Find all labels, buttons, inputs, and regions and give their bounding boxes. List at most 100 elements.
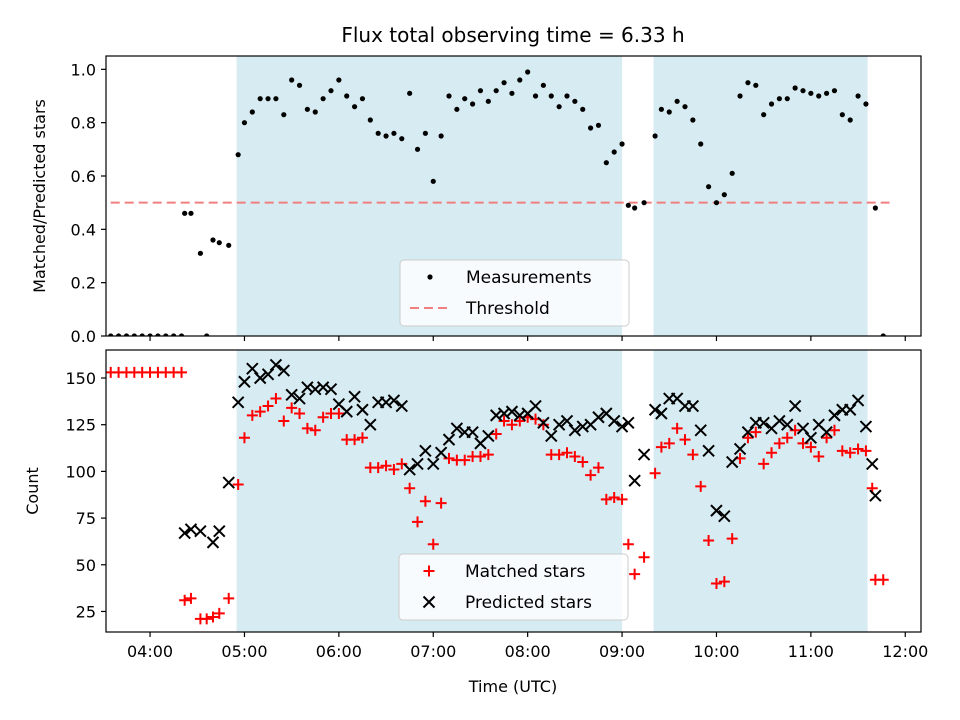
data-point [434,446,448,459]
data-point [188,210,194,216]
data-point [808,90,814,96]
data-point [482,429,495,443]
y-axis-label: Matched/Predicted stars [30,99,49,293]
data-point [235,152,241,158]
data-point [324,383,338,396]
data-point [375,130,381,136]
data-point [695,480,707,492]
legend-label: Measurements [466,268,592,288]
data-point [312,109,318,115]
shaded-interval-1 [653,56,868,336]
data-point [843,403,857,416]
data-point [197,250,204,256]
data-point [182,210,188,216]
data-point [655,441,667,453]
data-point [820,425,833,439]
x-tick-label: 07:00 [410,642,456,661]
data-point [737,93,743,99]
data-point [710,577,722,589]
data-point [446,93,452,99]
data-point [226,242,232,248]
data-point [238,375,251,388]
data-point [206,536,220,549]
data-point [831,88,838,94]
data-point [462,96,468,102]
x-tick-label: 05:00 [221,642,267,661]
data-point [629,568,641,580]
data-point [552,418,566,431]
legend: Measurements Threshold [399,259,630,327]
y-tick-label: 125 [65,416,96,435]
data-point [532,93,539,99]
legend-marker [422,595,436,609]
x-tick-label: 10:00 [693,642,739,661]
data-point [641,200,647,206]
data-point [427,457,440,471]
data-point [253,371,267,385]
data-point [758,458,770,470]
y-tick-label: 25 [76,602,96,621]
chart-title: Flux total observing time = 6.33 h [341,23,684,47]
x-tick-label: 08:00 [505,642,551,661]
data-point [419,495,431,507]
data-point [273,96,279,102]
data-point [147,333,153,336]
data-point [852,443,864,455]
data-point [828,409,841,422]
data-point [108,333,114,336]
data-point [412,516,424,528]
data-point [241,120,248,126]
data-point [301,422,313,434]
data-point [703,534,715,546]
data-point [442,433,456,446]
data-point [454,106,460,112]
data-point [622,416,635,430]
data-point [231,396,245,409]
y-tick-label: 1.0 [71,60,96,79]
legend-label: Matched stars [465,562,585,582]
data-point [648,403,662,416]
data-point [742,432,754,444]
data-point [750,426,762,438]
bottom-panel: 25 50 75 100 125 150 04:00 05:00 06:00 07:00 08:00… [23,349,928,696]
data-point [866,457,879,471]
data-point [592,411,605,424]
data-point [356,432,368,444]
data-point [213,607,225,619]
data-point [383,133,389,139]
axes-frame [105,349,922,633]
data-point [572,98,578,104]
data-point [773,414,786,428]
data-point [823,90,830,96]
data-point [784,96,790,102]
data-point [721,192,727,198]
data-point [600,493,612,505]
data-point [419,444,432,458]
data-point [568,424,582,437]
data-point [270,393,282,405]
data-point [553,449,565,461]
x-tick-label: 11:00 [788,642,834,661]
data-point [548,93,554,99]
data-point [403,463,416,476]
data-point [517,77,523,83]
data-point [687,449,699,461]
data-point [577,456,589,468]
data-point [839,112,845,118]
data-point [679,434,691,446]
data-point [185,592,197,604]
data-point [296,82,303,88]
data-point [710,504,723,517]
data-point [745,80,751,86]
x-tick-label: 09:00 [599,642,645,661]
data-point [863,101,869,107]
data-point [792,85,798,91]
data-point [880,333,886,336]
data-point [184,523,198,536]
data-point [482,449,494,461]
data-point [847,117,853,123]
data-point [506,419,518,431]
data-point [204,333,210,336]
data-point [261,368,275,381]
data-point [580,106,586,112]
